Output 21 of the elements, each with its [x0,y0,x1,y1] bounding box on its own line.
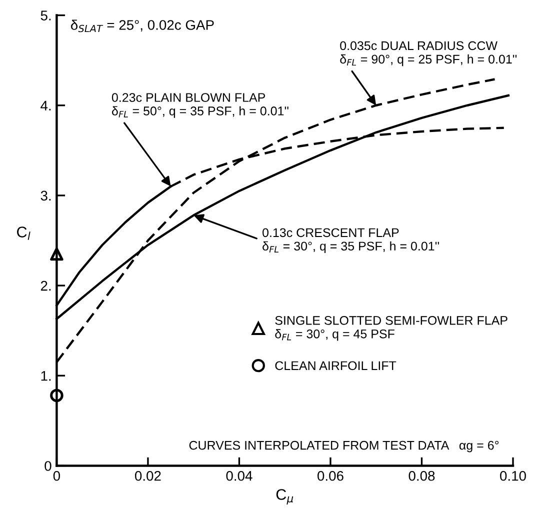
x-axis-title: C$_{μ}$ [276,489,294,504]
y-tick-label: 1. [41,371,51,381]
x-tick-label: 0.08 [408,470,435,481]
y-tick-label: 0 [44,461,52,471]
y-tick-label: 3. [40,190,51,201]
x-tick-label: 0.04 [226,470,252,481]
annotation: 0.23c PLAIN BLOWN FLAP δ$_{FL}$ = 50°, q = 35 PSF, h = 0.01'' [112,93,288,118]
annotation: 0.035c DUAL RADIUS CCW δ$_{FL}$ = 90°, q = 25 PSF, h = 0.01'' [340,41,517,66]
y-tick-label: 5. [40,10,51,20]
x-tick-label: 0 [53,470,60,481]
annotation: 0.13c CRESCENT FLAP δ$_{FL}$ = 30°, q = 35 PSF, h = 0.01'' [262,228,439,254]
x-tick-label: 0.02 [134,470,161,481]
y-tick-label: 2. [40,280,51,291]
annotation: CURVES INTERPOLATED FROM TEST DATA αg = 6° [189,440,499,452]
legend-label: CLEAN AIRFOIL LIFT [275,361,396,370]
annotation: δ$_{SLAT}$ = 25°, 0.02c GAP [70,20,214,32]
x-tick-label: 0.06 [318,470,344,481]
y-tick-label: 4. [40,100,51,110]
legend-label: SINGLE SLOTTED SEMI-FOWLER FLAP δ$_{FL}$ = 30°, q = 45 PSF [275,316,508,341]
y-axis-title: C$_{l}$ [17,226,30,240]
x-tick-label: 0.10 [500,470,526,481]
